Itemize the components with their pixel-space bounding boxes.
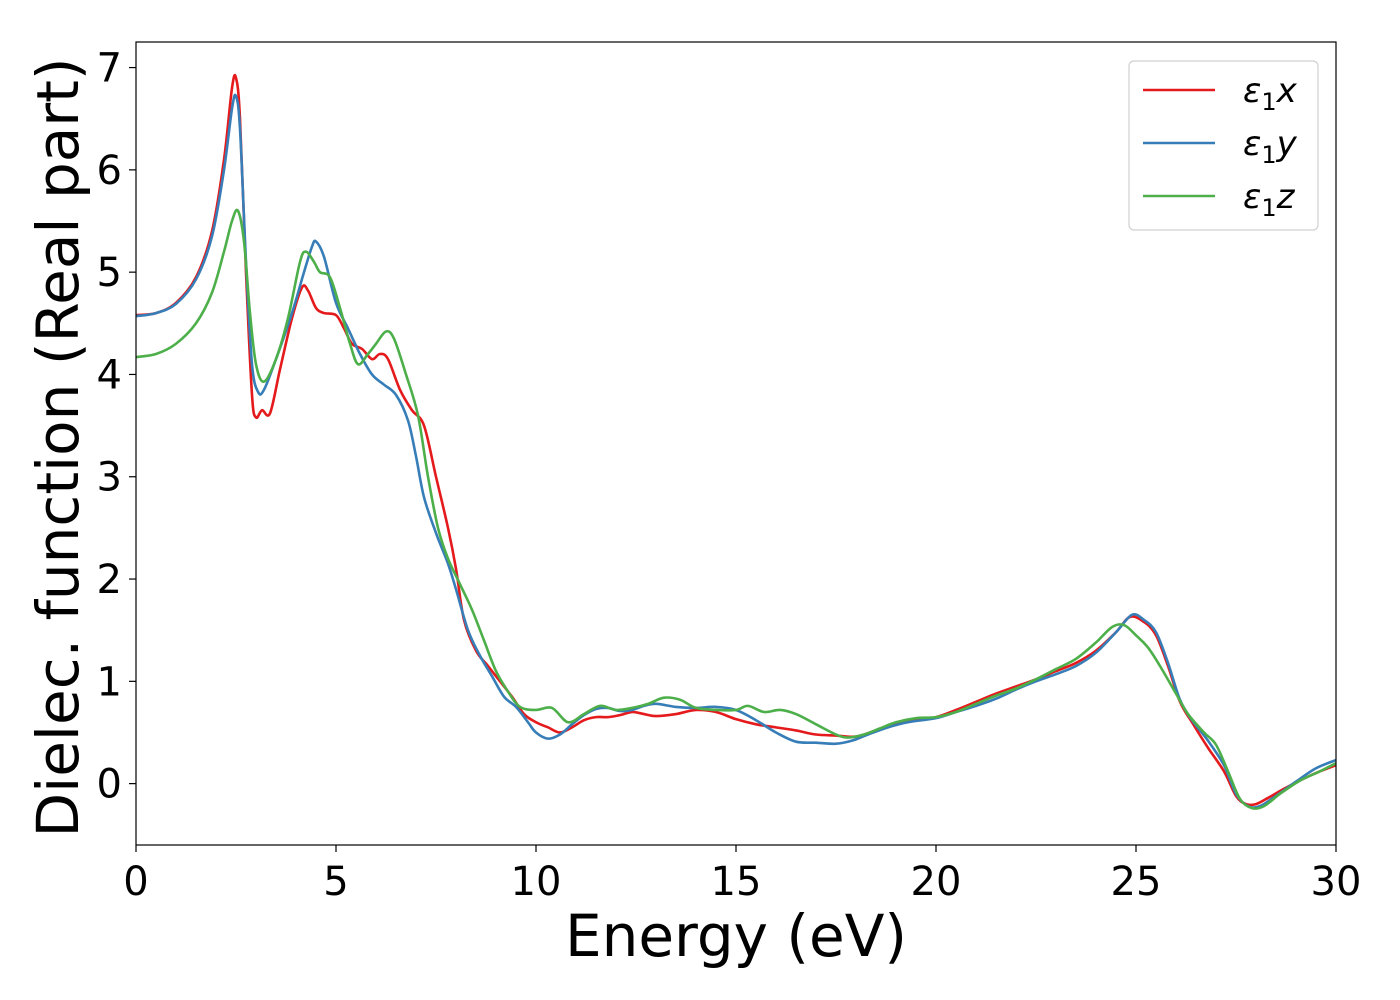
y-tick-label: 1	[97, 659, 122, 705]
legend-label-z: ε1z	[1243, 177, 1296, 222]
legend-box	[1128, 60, 1319, 231]
x-tick-label: 10	[511, 859, 562, 905]
legend: ε1x ε1y ε1z	[1128, 60, 1319, 231]
y-tick-label: 2	[97, 557, 122, 603]
y-tick-label: 4	[97, 352, 122, 398]
y-tick-label: 5	[97, 250, 122, 296]
y-tick-label: 6	[97, 148, 122, 194]
y-tick-label: 3	[97, 455, 122, 501]
x-tick-label: 25	[1111, 859, 1162, 905]
y-axis-ticks: 0 1 2 3 4 5 6 7	[97, 46, 136, 808]
x-tick-label: 20	[911, 859, 962, 905]
y-axis-title: Dielec. function (Real part)	[24, 57, 92, 837]
x-tick-label: 0	[123, 859, 148, 905]
x-tick-label: 15	[711, 859, 762, 905]
x-axis-ticks: 0 5 10 15 20 25 30	[123, 845, 1361, 905]
plot-lines	[135, 73, 1337, 810]
x-tick-label: 5	[323, 859, 348, 905]
series-line-z	[135, 208, 1337, 810]
y-tick-label: 7	[97, 46, 122, 92]
y-tick-label: 0	[97, 762, 122, 808]
x-axis-title: Energy (eV)	[565, 902, 907, 970]
legend-label-x: ε1x	[1243, 71, 1298, 116]
legend-label-y: ε1y	[1243, 124, 1298, 169]
x-tick-label: 30	[1311, 859, 1362, 905]
